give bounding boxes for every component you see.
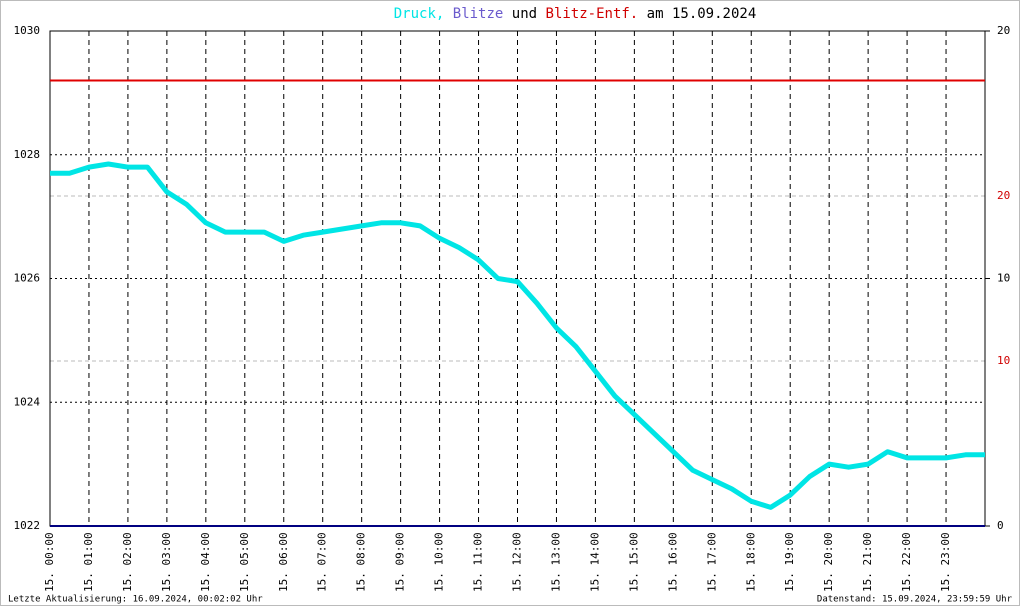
x-tick-label: 15. 14:00 bbox=[588, 532, 601, 592]
x-tick-label: 15. 20:00 bbox=[822, 532, 835, 592]
x-tick-label: 15. 09:00 bbox=[394, 532, 407, 592]
x-tick-label: 15. 16:00 bbox=[666, 532, 679, 592]
y-tick-label: 1028 bbox=[14, 148, 41, 161]
y2-tick-label: 20 bbox=[997, 24, 1010, 37]
y-tick-label: 1026 bbox=[14, 272, 41, 285]
x-tick-label: 15. 04:00 bbox=[199, 532, 212, 592]
x-tick-label: 15. 18:00 bbox=[744, 532, 757, 592]
x-tick-label: 15. 01:00 bbox=[82, 532, 95, 592]
x-tick-label: 15. 19:00 bbox=[783, 532, 796, 592]
x-tick-label: 15. 03:00 bbox=[160, 532, 173, 592]
y3-tick-label: 10 bbox=[997, 354, 1010, 367]
y3-tick-label: 20 bbox=[997, 189, 1010, 202]
data-line bbox=[50, 161, 985, 510]
x-tick-label: 15. 10:00 bbox=[433, 532, 446, 592]
y-tick-label: 1024 bbox=[14, 395, 41, 408]
title-part: Blitze bbox=[453, 6, 504, 22]
y-tick-label: 1022 bbox=[14, 519, 41, 532]
footer-right: Datenstand: 15.09.2024, 23:59:59 Uhr bbox=[817, 595, 1013, 605]
x-tick-label: 15. 08:00 bbox=[355, 532, 368, 592]
title-part: und bbox=[512, 6, 537, 22]
x-tick-label: 15. 22:00 bbox=[900, 532, 913, 592]
x-tick-label: 15. 00:00 bbox=[43, 532, 56, 592]
x-tick-label: 15. 13:00 bbox=[549, 532, 562, 592]
x-tick-label: 15. 02:00 bbox=[121, 532, 134, 592]
x-tick-label: 15. 21:00 bbox=[861, 532, 874, 592]
x-tick-label: 15. 12:00 bbox=[511, 532, 524, 592]
y2-tick-label: 0 bbox=[997, 519, 1004, 532]
x-tick-label: 15. 15:00 bbox=[627, 532, 640, 592]
x-tick-label: 15. 05:00 bbox=[238, 532, 251, 592]
y-tick-label: 1030 bbox=[14, 24, 41, 37]
title-part: Druck, bbox=[394, 6, 445, 22]
x-tick-label: 15. 17:00 bbox=[705, 532, 718, 592]
title-part: Blitz-Entf. bbox=[546, 6, 639, 22]
title-part: am 15.09.2024 bbox=[647, 6, 757, 22]
x-tick-label: 15. 07:00 bbox=[316, 532, 329, 592]
footer-left: Letzte Aktualisierung: 16.09.2024, 00:02… bbox=[8, 595, 263, 605]
x-tick-label: 15. 23:00 bbox=[939, 532, 952, 592]
x-tick-label: 15. 11:00 bbox=[472, 532, 485, 592]
x-tick-label: 15. 06:00 bbox=[277, 532, 290, 592]
y2-tick-label: 10 bbox=[997, 272, 1010, 285]
chart-title: Druck, Blitze und Blitz-Entf. am 15.09.2… bbox=[394, 6, 757, 22]
